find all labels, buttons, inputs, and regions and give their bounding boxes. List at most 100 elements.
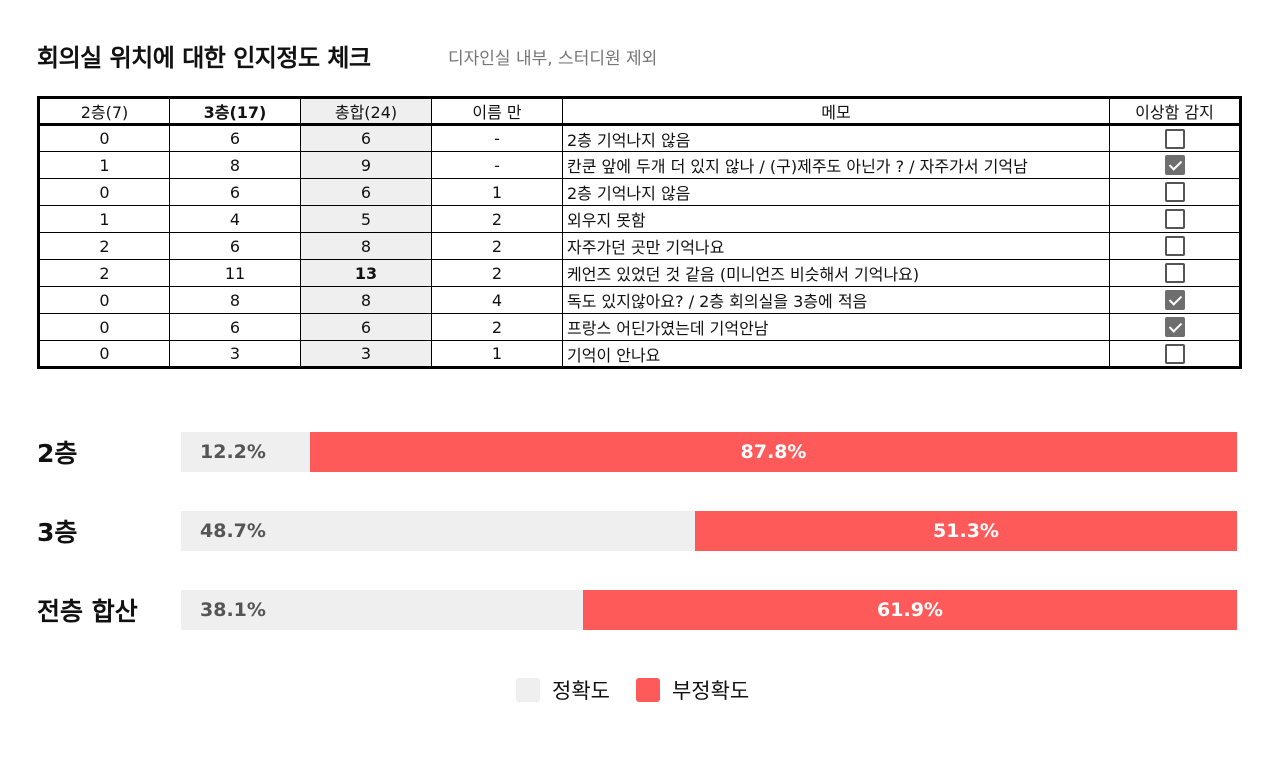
cell-name-only: 2 <box>431 259 563 287</box>
anomaly-checkbox[interactable] <box>1164 155 1185 176</box>
cell-memo: 자주가던 곳만 기억나요 <box>562 232 1110 260</box>
bar-accurate-value: 48.7% <box>200 520 266 542</box>
cell-memo: 2층 기억나지 않음 <box>562 124 1110 152</box>
bar-inaccurate-value: 51.3% <box>933 520 999 542</box>
table-row: 1 4 5 2 외우지 못함 <box>38 205 1241 233</box>
table-row: 0 6 6 2 프랑스 어딘가였는데 기억안남 <box>38 313 1241 341</box>
anomaly-checkbox[interactable] <box>1164 317 1185 338</box>
cell-name-only: 1 <box>431 340 563 368</box>
cell-name-only: 2 <box>431 205 563 233</box>
cell-total: 13 <box>300 259 432 287</box>
bar-inaccurate-value: 87.8% <box>740 441 807 463</box>
cell-2f: 0 <box>38 313 170 341</box>
cell-3f: 6 <box>169 178 301 206</box>
cell-3f: 8 <box>169 151 301 179</box>
anomaly-checkbox[interactable] <box>1164 263 1185 284</box>
anomaly-checkbox[interactable] <box>1164 290 1185 311</box>
bar-accurate-value: 38.1% <box>200 599 266 621</box>
page-subtitle: 디자인실 내부, 스터디원 제외 <box>448 49 658 69</box>
cell-name-only: - <box>431 151 563 179</box>
bar-accurate-segment: 12.2% 87.8% <box>181 432 1237 472</box>
cell-2f: 0 <box>38 178 170 206</box>
bar-category-label: 3층 <box>37 518 78 547</box>
cell-total: 8 <box>300 286 432 314</box>
col-header-anomaly: 이상함 감지 <box>1109 97 1241 126</box>
cell-anomaly <box>1109 205 1241 233</box>
cell-memo: 2층 기억나지 않음 <box>562 178 1110 206</box>
cell-3f: 8 <box>169 286 301 314</box>
legend-swatch-accurate <box>516 678 540 702</box>
legend-label-accurate: 정확도 <box>552 679 610 703</box>
bar-category-label: 전층 합산 <box>37 597 138 626</box>
chart-legend: 정확도 부정확도 <box>516 675 775 705</box>
col-header-total: 총합(24) <box>300 97 432 126</box>
table-row: 2 11 13 2 케언즈 있었던 것 같음 (미니언즈 비슷해서 기억나요) <box>38 259 1241 287</box>
cell-name-only: 1 <box>431 178 563 206</box>
anomaly-checkbox[interactable] <box>1164 209 1185 230</box>
bar-inaccurate-segment: 61.9% <box>583 590 1237 630</box>
cell-memo: 외우지 못함 <box>562 205 1110 233</box>
cell-total: 6 <box>300 124 432 152</box>
legend-item-accurate: 정확도 <box>516 675 610 705</box>
cell-3f: 6 <box>169 313 301 341</box>
col-header-name-only: 이름 만 <box>431 97 563 126</box>
cell-2f: 0 <box>38 124 170 152</box>
cell-2f: 1 <box>38 151 170 179</box>
anomaly-checkbox[interactable] <box>1164 236 1185 257</box>
bar-inaccurate-value: 61.9% <box>877 599 943 621</box>
cell-memo: 기억이 안나요 <box>562 340 1110 368</box>
cell-anomaly <box>1109 259 1241 287</box>
cell-total: 9 <box>300 151 432 179</box>
cell-3f: 11 <box>169 259 301 287</box>
cell-memo: 프랑스 어딘가였는데 기억안남 <box>562 313 1110 341</box>
cell-total: 8 <box>300 232 432 260</box>
cell-3f: 4 <box>169 205 301 233</box>
cell-2f: 0 <box>38 340 170 368</box>
cell-name-only: 4 <box>431 286 563 314</box>
cell-3f: 3 <box>169 340 301 368</box>
cell-anomaly <box>1109 151 1241 179</box>
cell-2f: 0 <box>38 286 170 314</box>
legend-swatch-inaccurate <box>635 678 660 702</box>
legend-item-inaccurate: 부정확도 <box>635 675 750 705</box>
cell-2f: 2 <box>38 232 170 260</box>
cell-anomaly <box>1109 313 1241 341</box>
anomaly-checkbox[interactable] <box>1164 182 1185 203</box>
bar-accurate-value: 12.2% <box>200 441 266 463</box>
bar-accurate-segment: 48.7% 51.3% <box>181 511 1237 551</box>
col-header-3f: 3층(17) <box>169 97 301 126</box>
cell-name-only: - <box>431 124 563 152</box>
cell-anomaly <box>1109 340 1241 368</box>
anomaly-checkbox[interactable] <box>1164 343 1185 364</box>
cell-anomaly <box>1109 178 1241 206</box>
cell-memo: 칸쿤 앞에 두개 더 있지 않나 / (구)제주도 아닌가 ? / 자주가서 기… <box>562 151 1110 179</box>
cell-anomaly <box>1109 286 1241 314</box>
cell-anomaly <box>1109 124 1241 152</box>
table-row: 0 3 3 1 기억이 안나요 <box>38 340 1241 368</box>
cell-name-only: 2 <box>431 313 563 341</box>
table-header-row: 2층(7) 3층(17) 총합(24) 이름 만 메모 이상함 감지 <box>38 97 1241 126</box>
bar-inaccurate-segment: 87.8% <box>310 432 1237 472</box>
table-row: 0 6 6-2층 기억나지 않음 <box>38 124 1241 152</box>
bar-accurate-segment: 38.1% 61.9% <box>181 590 1237 630</box>
cell-total: 5 <box>300 205 432 233</box>
col-header-memo: 메모 <box>562 97 1110 126</box>
cell-memo: 케언즈 있었던 것 같음 (미니언즈 비슷해서 기억나요) <box>562 259 1110 287</box>
cell-2f: 1 <box>38 205 170 233</box>
table-row: 0 8 8 4 독도 있지않아요? / 2층 회의실을 3층에 적음 <box>38 286 1241 314</box>
table-row: 1 8 9- 칸쿤 앞에 두개 더 있지 않나 / (구)제주도 아닌가 ? / 자주… <box>38 151 1241 179</box>
cell-name-only: 2 <box>431 232 563 260</box>
anomaly-checkbox[interactable] <box>1164 128 1185 149</box>
cell-3f: 6 <box>169 232 301 260</box>
bar-inaccurate-segment: 51.3% <box>695 511 1237 551</box>
table-row: 2 6 8 2 자주가던 곳만 기억나요 <box>38 232 1241 260</box>
cell-total: 6 <box>300 178 432 206</box>
cell-anomaly <box>1109 232 1241 260</box>
cell-3f: 6 <box>169 124 301 152</box>
page-title: 회의실 위치에 대한 인지정도 체크 <box>37 44 371 72</box>
col-header-2f: 2층(7) <box>38 97 170 126</box>
legend-label-inaccurate: 부정확도 <box>671 679 750 703</box>
cell-total: 3 <box>300 340 432 368</box>
bar-category-label: 2층 <box>37 439 78 468</box>
